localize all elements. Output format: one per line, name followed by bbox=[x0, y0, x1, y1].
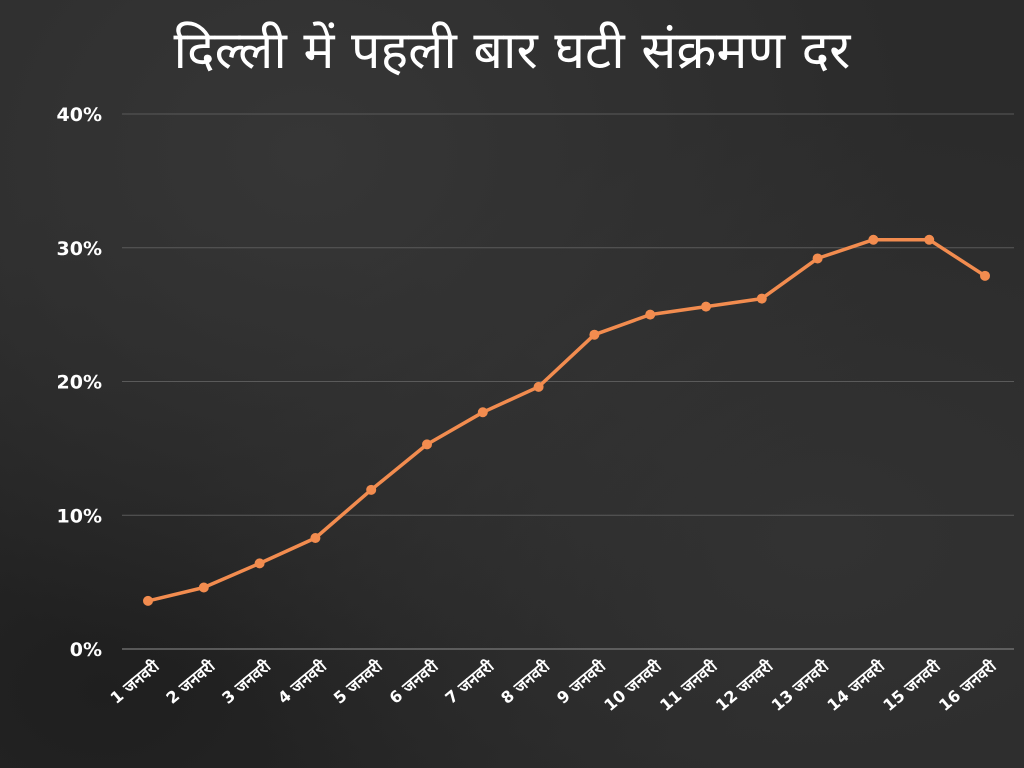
data-point bbox=[477, 407, 488, 418]
x-tick-label: 3 जनवरी bbox=[218, 656, 275, 708]
series-layer bbox=[143, 234, 990, 606]
y-axis-ticks: 0% 10% 20% 30% 40% bbox=[57, 104, 102, 661]
data-point bbox=[924, 234, 935, 245]
data-point bbox=[533, 381, 544, 392]
y-tick-label: 10% bbox=[57, 505, 102, 527]
gridlines bbox=[122, 113, 1014, 650]
x-tick-label: 2 जनवरी bbox=[162, 656, 219, 708]
data-point bbox=[756, 293, 767, 304]
chart-title: दिल्ली में पहली बार घटी संक्रमण दर bbox=[174, 21, 853, 81]
x-axis-ticks: 1 जनवरी 2 जनवरी 3 जनवरी 4 जनवरी 5 जनवरी 6 जनव… bbox=[107, 656, 1001, 715]
x-tick-label: 13 जनवरी bbox=[768, 656, 833, 715]
y-tick-label: 0% bbox=[70, 639, 102, 661]
x-tick-label: 4 जनवरी bbox=[274, 656, 331, 708]
data-point bbox=[645, 309, 656, 320]
data-point bbox=[254, 558, 265, 569]
x-tick-label: 5 जनवरी bbox=[330, 656, 387, 708]
x-tick-label: 1 जनवरी bbox=[107, 656, 164, 708]
x-tick-label: 7 जनवरी bbox=[441, 656, 498, 708]
x-tick-label: 8 जनवरी bbox=[497, 656, 554, 708]
x-tick-label: 15 जनवरी bbox=[879, 656, 944, 715]
y-tick-label: 40% bbox=[57, 104, 102, 126]
data-point bbox=[143, 595, 153, 606]
y-tick-label: 30% bbox=[57, 238, 102, 260]
data-point bbox=[366, 484, 377, 495]
data-point bbox=[812, 253, 823, 264]
x-tick-label: 14 जनवरी bbox=[824, 656, 889, 715]
data-point bbox=[980, 270, 990, 281]
x-tick-label: 6 जनवरी bbox=[386, 656, 443, 708]
x-tick-label: 12 जनवरी bbox=[712, 656, 777, 715]
data-point bbox=[198, 582, 209, 593]
x-tick-label: 10 जनवरी bbox=[600, 656, 665, 715]
series-line bbox=[146, 237, 987, 603]
data-point bbox=[589, 329, 600, 340]
x-tick-label: 16 जनवरी bbox=[935, 656, 1000, 715]
x-tick-label: 11 जनवरी bbox=[656, 656, 721, 715]
data-point bbox=[701, 301, 711, 312]
y-tick-label: 20% bbox=[57, 372, 102, 394]
data-point bbox=[868, 234, 879, 245]
data-point bbox=[422, 439, 432, 450]
data-point bbox=[310, 532, 321, 543]
